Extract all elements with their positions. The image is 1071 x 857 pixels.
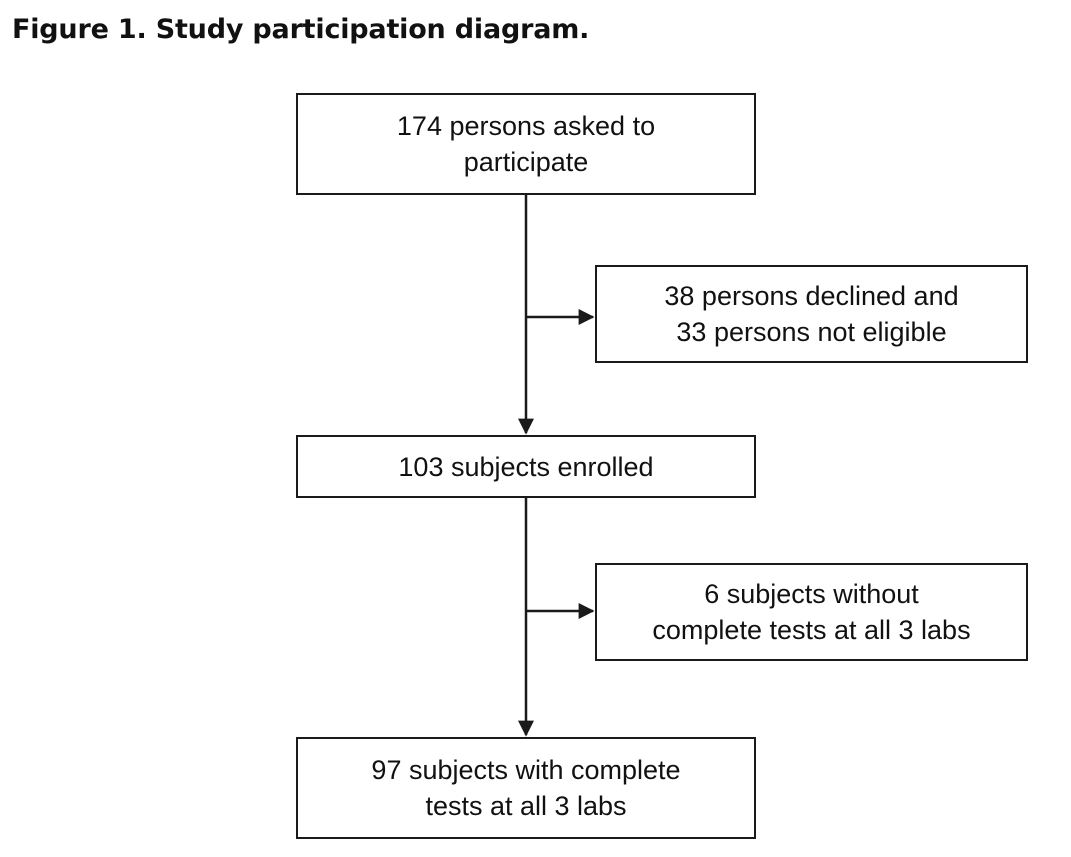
box-incomplete-tests: 6 subjects without complete tests at all… — [595, 563, 1028, 661]
box-complete-line1: 97 subjects with complete — [371, 755, 681, 785]
box-declined-line1: 38 persons declined and — [664, 281, 959, 311]
box-subjects-enrolled: 103 subjects enrolled — [296, 435, 756, 498]
box-persons-asked: 174 persons asked to participate — [296, 93, 756, 195]
box-declined-line2: 33 persons not eligible — [676, 317, 947, 347]
box-persons-asked-line1: 174 persons asked to — [396, 111, 656, 141]
box-incomplete-line1: 6 subjects without — [704, 579, 919, 609]
box-enrolled-line1: 103 subjects enrolled — [398, 451, 654, 482]
figure-title: Figure 1. Study participation diagram. — [12, 14, 590, 45]
box-persons-asked-line2: participate — [463, 147, 589, 177]
box-complete-tests: 97 subjects with complete tests at all 3… — [296, 737, 756, 839]
box-complete-line2: tests at all 3 labs — [425, 791, 627, 821]
box-incomplete-line2: complete tests at all 3 labs — [652, 615, 971, 645]
box-declined-not-eligible: 38 persons declined and 33 persons not e… — [595, 265, 1028, 363]
